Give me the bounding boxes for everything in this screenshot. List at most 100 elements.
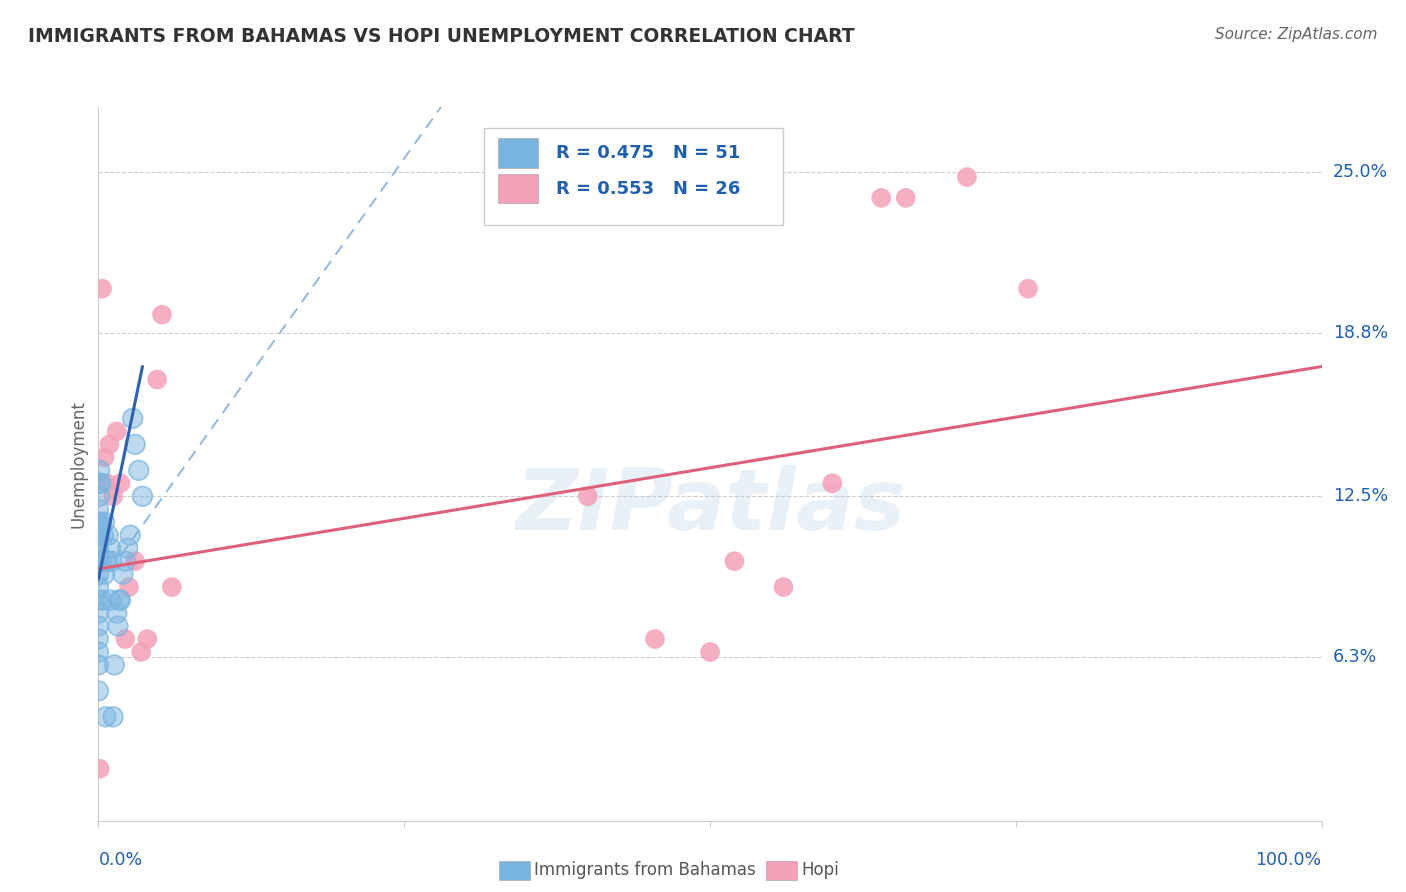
Y-axis label: Unemployment: Unemployment [69,400,87,528]
Point [699,645,721,659]
Point [90,515,112,529]
Point [89,476,111,491]
Point [128,463,150,477]
Point [93,515,115,529]
Point [111,567,134,582]
Point [87,541,110,556]
Point [89,463,111,477]
Point [96,554,118,568]
Point [87,567,110,582]
Text: Hopi: Hopi [801,861,839,879]
Point [87,645,110,659]
Point [87,554,110,568]
Point [94,710,117,724]
Point [89,762,111,776]
Point [97,528,120,542]
Point [91,554,114,568]
Point [87,515,110,529]
Point [87,528,110,542]
Point [90,476,112,491]
Point [576,489,599,503]
Point [103,657,125,672]
Point [105,606,128,620]
Point [128,463,150,477]
Point [96,554,118,568]
Point [160,580,183,594]
Point [87,554,110,568]
Point [150,308,173,322]
Point [100,593,122,607]
Point [87,515,110,529]
Point [91,593,114,607]
Point [87,528,110,542]
Point [91,593,114,607]
Point [87,523,110,537]
Point [108,593,131,607]
Point [90,515,112,529]
Point [121,411,143,425]
FancyBboxPatch shape [484,128,783,225]
Point [101,554,124,568]
Point [87,619,110,633]
Point [97,528,120,542]
Point [96,476,118,491]
Point [110,593,132,607]
Point [90,476,112,491]
Text: 100.0%: 100.0% [1256,851,1322,869]
Point [108,593,131,607]
Text: 12.5%: 12.5% [1333,487,1388,505]
Point [101,710,124,724]
Point [105,425,128,439]
Text: 6.3%: 6.3% [1333,648,1376,666]
Point [87,528,110,542]
Point [87,554,110,568]
Point [644,632,666,646]
Point [124,437,146,451]
Point [87,580,110,594]
Point [93,450,115,465]
Point [110,476,132,491]
Point [87,541,110,556]
Point [101,554,124,568]
Point [87,515,110,529]
Point [117,541,139,556]
Point [89,476,111,491]
Point [87,528,110,542]
Point [107,619,129,633]
Point [136,632,159,646]
Point [87,567,110,582]
Point [91,528,114,542]
Point [93,567,115,582]
Point [87,619,110,633]
Point [87,554,110,568]
Point [772,580,794,594]
Point [120,528,142,542]
Point [101,489,124,503]
Point [91,554,114,568]
Point [87,502,110,516]
Point [87,515,110,529]
Point [87,541,110,556]
Point [870,191,893,205]
Point [87,528,110,542]
Text: ZIPatlas: ZIPatlas [515,465,905,549]
Point [87,657,110,672]
Text: IMMIGRANTS FROM BAHAMAS VS HOPI UNEMPLOYMENT CORRELATION CHART: IMMIGRANTS FROM BAHAMAS VS HOPI UNEMPLOY… [28,27,855,45]
Point [120,528,142,542]
Point [894,191,917,205]
Point [93,567,115,582]
Point [117,541,139,556]
Point [87,684,110,698]
Point [87,528,110,542]
Point [146,372,169,386]
Point [89,463,111,477]
Point [124,437,146,451]
Point [98,437,121,451]
Point [89,528,111,542]
Point [1017,282,1039,296]
Point [114,554,136,568]
Point [93,515,115,529]
Point [87,606,110,620]
Point [101,710,124,724]
Point [107,619,129,633]
